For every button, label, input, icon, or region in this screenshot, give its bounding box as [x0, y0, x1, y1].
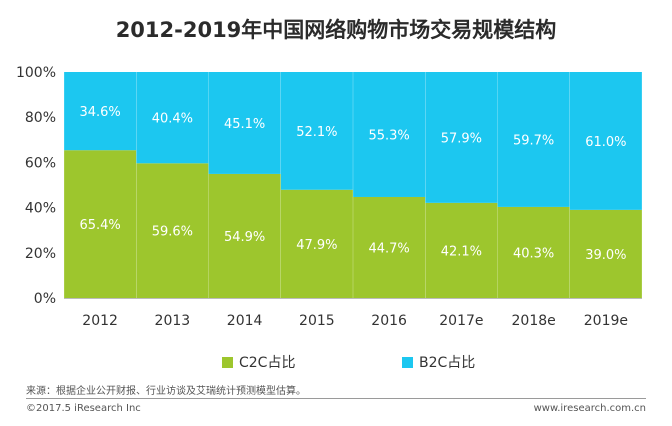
- x-tick-label: 2012: [82, 313, 118, 329]
- data-label: 59.6%: [152, 225, 193, 240]
- y-tick-label: 0%: [34, 291, 56, 307]
- data-label: 47.9%: [296, 238, 337, 253]
- data-label: 59.7%: [513, 133, 554, 148]
- x-tick-label: 2017e: [439, 313, 483, 329]
- legend-label-b2c: B2C占比: [419, 355, 476, 371]
- y-tick-label: 80%: [25, 110, 56, 126]
- x-tick-label: 2018e: [512, 313, 556, 329]
- copyright-text: ©2017.5 iResearch Inc: [26, 403, 141, 414]
- data-label: 44.7%: [368, 241, 409, 256]
- bar-segment-b2c: [64, 72, 137, 151]
- data-label: 54.9%: [224, 230, 265, 245]
- data-label: 57.9%: [441, 131, 482, 146]
- data-label: 34.6%: [79, 105, 120, 120]
- legend-label-c2c: C2C占比: [239, 355, 296, 371]
- data-label: 42.1%: [441, 244, 482, 259]
- website-text: www.iresearch.com.cn: [533, 403, 646, 414]
- y-tick-label: 60%: [25, 155, 56, 171]
- legend-item-b2c: B2C占比: [402, 352, 475, 372]
- data-label: 52.1%: [296, 125, 337, 140]
- source-note: 来源：根据企业公开财报、行业访谈及艾瑞统计预测模型估算。: [26, 386, 306, 397]
- data-label: 65.4%: [79, 218, 120, 233]
- bar-segment-b2c: [208, 72, 281, 174]
- bar-segment-b2c: [280, 72, 353, 190]
- bar-segment-c2c: [497, 206, 570, 298]
- x-tick-label: 2013: [155, 313, 191, 329]
- footer-divider: [26, 398, 646, 399]
- bar-segment-b2c: [136, 72, 209, 164]
- y-tick-label: 100%: [16, 65, 56, 81]
- bar-segment-c2c: [425, 202, 498, 298]
- data-label: 40.3%: [513, 246, 554, 261]
- bar-segment-b2c: [425, 72, 498, 203]
- y-tick-label: 40%: [25, 201, 56, 217]
- chart-title: 2012-2019年中国网络购物市场交易规模结构: [115, 18, 557, 42]
- bar-segment-b2c: [569, 72, 642, 210]
- data-label: 39.0%: [585, 248, 626, 263]
- bar-segment-c2c: [208, 173, 281, 298]
- bar-segment-c2c: [64, 150, 137, 298]
- bar-segment-b2c: [353, 72, 426, 197]
- legend-swatch-b2c: [402, 356, 413, 368]
- bar-segment-b2c: [497, 72, 570, 207]
- data-label: 40.4%: [152, 112, 193, 127]
- legend-item-c2c: C2C占比: [222, 352, 295, 372]
- x-tick-label: 2015: [299, 313, 335, 329]
- bar-segment-c2c: [136, 163, 209, 298]
- y-tick-label: 20%: [25, 246, 56, 262]
- bar-segment-c2c: [353, 196, 426, 298]
- x-tick-label: 2016: [371, 313, 407, 329]
- x-tick-label: 2014: [227, 313, 263, 329]
- x-tick-label: 2019e: [584, 313, 628, 329]
- bar-segment-c2c: [569, 209, 642, 298]
- data-label: 55.3%: [368, 128, 409, 143]
- bar-segment-c2c: [280, 189, 353, 298]
- legend-swatch-c2c: [222, 356, 233, 368]
- data-label: 61.0%: [585, 135, 626, 150]
- data-label: 45.1%: [224, 117, 265, 132]
